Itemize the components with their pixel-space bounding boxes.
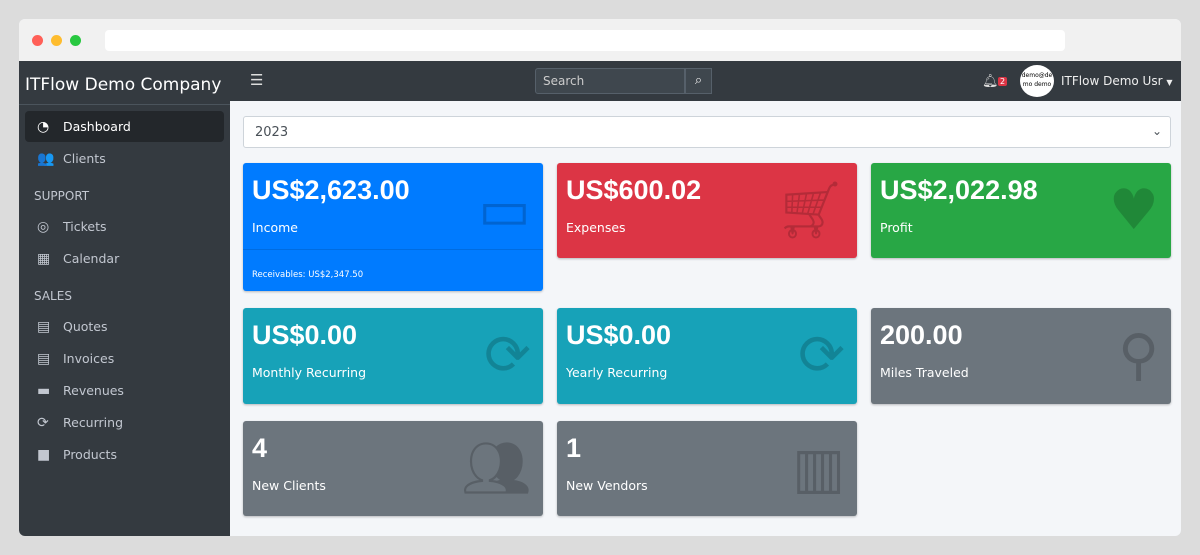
shopping-cart-icon: 🛒︎ xyxy=(775,178,847,243)
sidebar-item-recurring[interactable]: ⟳ Recurring xyxy=(25,407,224,438)
sync-icon: ⟳ xyxy=(484,323,531,388)
chevron-down-icon: ⌄ xyxy=(1151,124,1162,138)
life-ring-icon: ◎ xyxy=(37,218,50,235)
avatar[interactable]: demo@demo demo xyxy=(1020,65,1054,97)
label: Quotes xyxy=(63,319,108,334)
hamburger-menu-icon[interactable]: ☰ xyxy=(250,71,264,89)
sidebar-item-calendar[interactable]: ▦ Calendar xyxy=(25,243,224,274)
minimize-dot[interactable] xyxy=(51,35,62,46)
credit-card-icon: ▭ xyxy=(478,178,531,243)
users-icon: 👥 xyxy=(37,150,55,167)
url-bar[interactable] xyxy=(105,30,1065,51)
stat-card-new-vendors[interactable]: 1 New Vendors ▥ xyxy=(557,421,857,516)
label: Calendar xyxy=(63,251,120,266)
users-icon: 👥︎ xyxy=(461,436,533,501)
close-dot[interactable] xyxy=(32,35,43,46)
sidebar-item-quotes[interactable]: ▤ Quotes xyxy=(25,311,224,342)
card-label: New Clients xyxy=(252,478,326,493)
stat-card-expenses[interactable]: US$600.02 Expenses 🛒︎ xyxy=(557,163,857,258)
card-value: 200.00 xyxy=(880,320,963,350)
route-icon: ⚲ xyxy=(1117,323,1159,388)
card-value: 1 xyxy=(566,433,582,463)
label: Dashboard xyxy=(63,119,131,134)
brand[interactable]: ITFlow Demo Company xyxy=(19,61,230,105)
label: Clients xyxy=(63,151,106,166)
sidebar-item-revenues[interactable]: ▬ Revenues xyxy=(25,375,224,406)
top-navbar: ☰ Search ⌕ 🔔︎ 2 demo@demo demo ITFlow De… xyxy=(230,61,1181,101)
sales-header: SALES xyxy=(34,289,72,303)
support-header: SUPPORT xyxy=(34,189,90,203)
year-value: 2023 xyxy=(255,125,289,140)
file-icon: ▤ xyxy=(37,318,51,335)
box-icon: ■ xyxy=(37,446,51,463)
stat-card-income[interactable]: US$2,623.00 Income ▭ Receivables: US$2,34… xyxy=(243,163,543,291)
browser-chrome xyxy=(19,19,1181,61)
sidebar: ITFlow Demo Company ◔ Dashboard 👥 Clients … xyxy=(19,61,230,536)
calendar-icon: ▦ xyxy=(37,250,51,267)
year-select[interactable]: 2023 ⌄ xyxy=(243,116,1171,148)
caret-down-icon: ▼ xyxy=(1166,78,1173,87)
search-input[interactable]: Search xyxy=(535,68,685,94)
tachometer-icon: ◔ xyxy=(37,118,50,135)
card-label: Profit xyxy=(880,220,913,235)
sidebar-item-invoices[interactable]: ▤ Invoices xyxy=(25,343,224,374)
card-value: US$0.00 xyxy=(252,320,358,350)
label: Tickets xyxy=(63,219,107,234)
stat-card-miles-traveled[interactable]: 200.00 Miles Traveled ⚲ xyxy=(871,308,1171,404)
label: Products xyxy=(63,447,117,462)
card-value: US$2,623.00 xyxy=(252,175,410,205)
credit-card-icon: ▬ xyxy=(37,382,51,399)
browser-window: ITFlow Demo Company ◔ Dashboard 👥 Clients … xyxy=(19,19,1181,536)
invoice-icon: ▤ xyxy=(37,350,51,367)
sync-icon: ⟳ xyxy=(37,414,49,431)
card-label: Miles Traveled xyxy=(880,365,969,380)
stat-card-profit[interactable]: US$2,022.98 Profit ♥ xyxy=(871,163,1171,258)
sync-icon: ⟳ xyxy=(798,323,845,388)
main-content: 2023 ⌄ US$2,623.00 Income ▭ Receivables: U… xyxy=(230,101,1181,536)
card-label: Expenses xyxy=(566,220,626,235)
heart-icon: ♥ xyxy=(1108,178,1159,243)
card-label: Yearly Recurring xyxy=(566,365,668,380)
card-label: New Vendors xyxy=(566,478,648,493)
user-name: ITFlow Demo Usr xyxy=(1061,74,1163,88)
label: Recurring xyxy=(63,415,123,430)
user-menu[interactable]: ITFlow Demo Usr ▼ xyxy=(1061,74,1173,88)
label: Revenues xyxy=(63,383,124,398)
maximize-dot[interactable] xyxy=(70,35,81,46)
sidebar-item-dashboard[interactable]: ◔ Dashboard xyxy=(25,111,224,142)
search-icon: ⌕ xyxy=(694,73,703,88)
search-button[interactable]: ⌕ xyxy=(685,68,712,94)
card-footer: Receivables: US$2,347.50 xyxy=(243,249,543,291)
bell-icon[interactable]: 🔔︎ xyxy=(982,74,999,89)
card-value: US$600.02 xyxy=(566,175,702,205)
card-label: Monthly Recurring xyxy=(252,365,367,380)
sidebar-item-tickets[interactable]: ◎ Tickets xyxy=(25,211,224,242)
sidebar-item-clients[interactable]: 👥 Clients xyxy=(25,143,224,174)
card-value: US$2,022.98 xyxy=(880,175,1038,205)
sidebar-item-products[interactable]: ■ Products xyxy=(25,439,224,470)
card-value: US$0.00 xyxy=(566,320,672,350)
building-icon: ▥ xyxy=(792,436,845,501)
stat-card-yearly-recurring[interactable]: US$0.00 Yearly Recurring ⟳ xyxy=(557,308,857,404)
card-label: Income xyxy=(252,220,298,235)
label: Invoices xyxy=(63,351,115,366)
notification-badge: 2 xyxy=(998,77,1008,86)
card-value: 4 xyxy=(252,433,268,463)
stat-card-new-clients[interactable]: 4 New Clients 👥︎ xyxy=(243,421,543,516)
stat-card-monthly-recurring[interactable]: US$0.00 Monthly Recurring ⟳ xyxy=(243,308,543,404)
